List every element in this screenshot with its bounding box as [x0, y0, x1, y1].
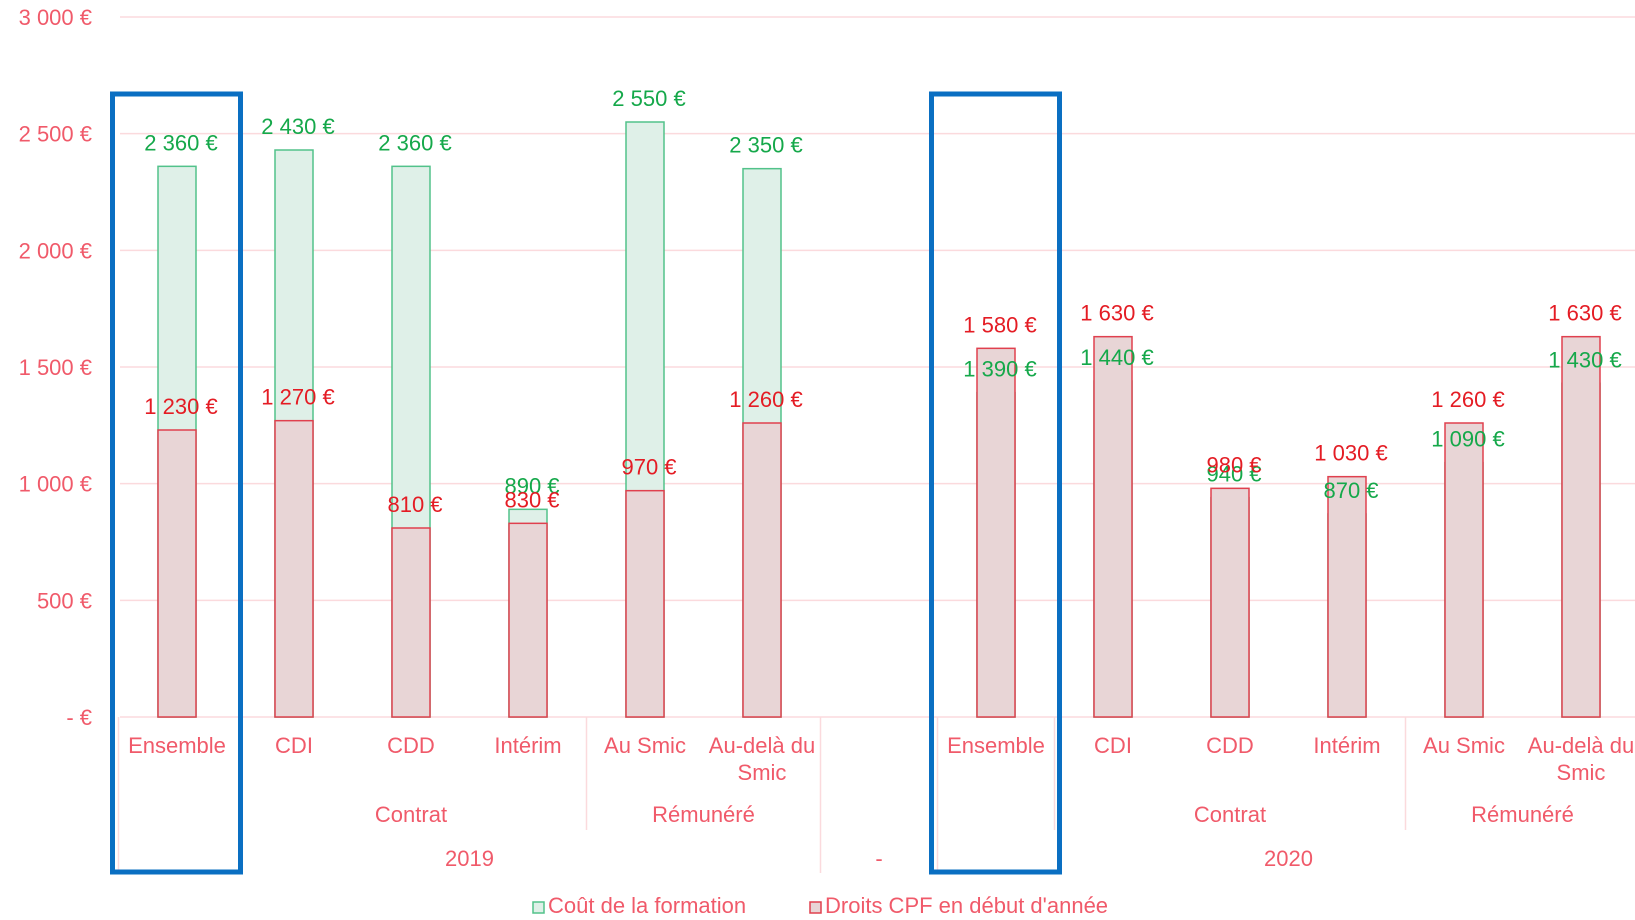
bar-rights: [1561, 335, 1601, 718]
data-label-rights: 830 €: [504, 487, 559, 512]
bar-rights: [157, 429, 197, 718]
bar-rights: [742, 422, 782, 718]
bar-rights: [976, 347, 1016, 718]
data-label-rights: 970 €: [621, 455, 676, 480]
x-category-label: Au-delà du: [1528, 733, 1634, 758]
data-label-cost: 2 430 €: [261, 114, 334, 139]
x-year-label: 2019: [445, 846, 494, 871]
highlight-box: [929, 91, 1062, 875]
highlight-box: [110, 91, 243, 875]
data-labels: 2 360 € 2 430 € 2 360 € 890 € 2 550 € 2 350 €…: [144, 86, 1621, 517]
legend-label-rights: Droits CPF en début d'année: [825, 893, 1108, 918]
y-tick-label: - €: [66, 705, 92, 730]
x-group-label: Rémunéré: [652, 802, 755, 827]
x-axis: Ensemble CDI CDD Intérim Au Smic Au-delà duSm…: [117, 717, 1634, 873]
bar-rights: [508, 522, 548, 718]
data-label-cost: 870 €: [1323, 478, 1378, 503]
y-axis-tick-labels: - € 500 € 1 000 € 1 500 € 2 000 € 2 500 € 3 00…: [19, 5, 92, 730]
x-category-label: CDD: [387, 733, 435, 758]
data-label-rights: 1 260 €: [1431, 387, 1504, 412]
y-tick-label: 3 000 €: [19, 5, 92, 30]
x-category-label: CDI: [275, 733, 313, 758]
data-label-rights: 810 €: [387, 492, 442, 517]
bar-rights: [274, 419, 314, 718]
data-label-cost: 2 350 €: [729, 133, 802, 158]
x-group-label: Contrat: [1194, 802, 1266, 827]
data-label-rights: 1 230 €: [144, 394, 217, 419]
bar-rights: [1327, 475, 1367, 718]
data-label-cost: 940 €: [1206, 462, 1261, 487]
y-tick-label: 500 €: [37, 588, 92, 613]
data-label-rights: 1 630 €: [1080, 301, 1153, 326]
y-tick-label: 1 000 €: [19, 472, 92, 497]
bar-rights: [391, 527, 431, 718]
x-category-label: CDD: [1206, 733, 1254, 758]
y-tick-label: 2 000 €: [19, 238, 92, 263]
legend: Coût de la formation Droits CPF en début…: [532, 893, 1108, 918]
y-tick-label: 2 500 €: [19, 122, 92, 147]
x-category-label: Au-delà du: [709, 733, 815, 758]
x-category-label: Intérim: [494, 733, 561, 758]
bars: [157, 121, 1601, 718]
x-year-label: -: [875, 846, 882, 871]
data-label-rights: 1 260 €: [729, 387, 802, 412]
bar-rights: [625, 489, 665, 718]
data-label-cost: 1 430 €: [1548, 347, 1621, 372]
data-label-rights: 1 580 €: [963, 312, 1036, 337]
x-category-label: Ensemble: [128, 733, 226, 758]
gridlines: [120, 16, 1635, 718]
legend-label-cost: Coût de la formation: [548, 893, 746, 918]
x-category-label: Ensemble: [947, 733, 1045, 758]
data-label-cost: 2 550 €: [612, 86, 685, 111]
data-label-rights: 980 €: [1206, 452, 1261, 477]
x-category-label: Au Smic: [604, 733, 686, 758]
legend-swatch-cost: [532, 901, 545, 914]
x-group-label: Contrat: [375, 802, 447, 827]
data-label-cost: 1 440 €: [1080, 345, 1153, 370]
x-category-label: Smic: [1557, 760, 1606, 785]
data-label-cost: 2 360 €: [378, 130, 451, 155]
highlight-boxes: [110, 91, 1062, 875]
x-year-label: 2020: [1264, 846, 1313, 871]
bar-rights: [1093, 335, 1133, 718]
data-label-rights: 1 030 €: [1314, 441, 1387, 466]
data-label-cost: 890 €: [504, 473, 559, 498]
bar-rights: [1444, 422, 1484, 718]
x-group-label: Rémunéré: [1471, 802, 1574, 827]
data-label-cost: 2 360 €: [144, 130, 217, 155]
data-label-cost: 1 090 €: [1431, 427, 1504, 452]
data-label-rights: 1 630 €: [1548, 301, 1621, 326]
data-label-cost: 1 390 €: [963, 357, 1036, 382]
y-tick-label: 1 500 €: [19, 355, 92, 380]
data-label-rights: 1 270 €: [261, 385, 334, 410]
legend-swatch-rights: [809, 901, 822, 914]
x-category-label: CDI: [1094, 733, 1132, 758]
x-category-label: Intérim: [1313, 733, 1380, 758]
x-category-label: Smic: [738, 760, 787, 785]
x-category-label: Au Smic: [1423, 733, 1505, 758]
bar-rights: [1210, 487, 1250, 718]
